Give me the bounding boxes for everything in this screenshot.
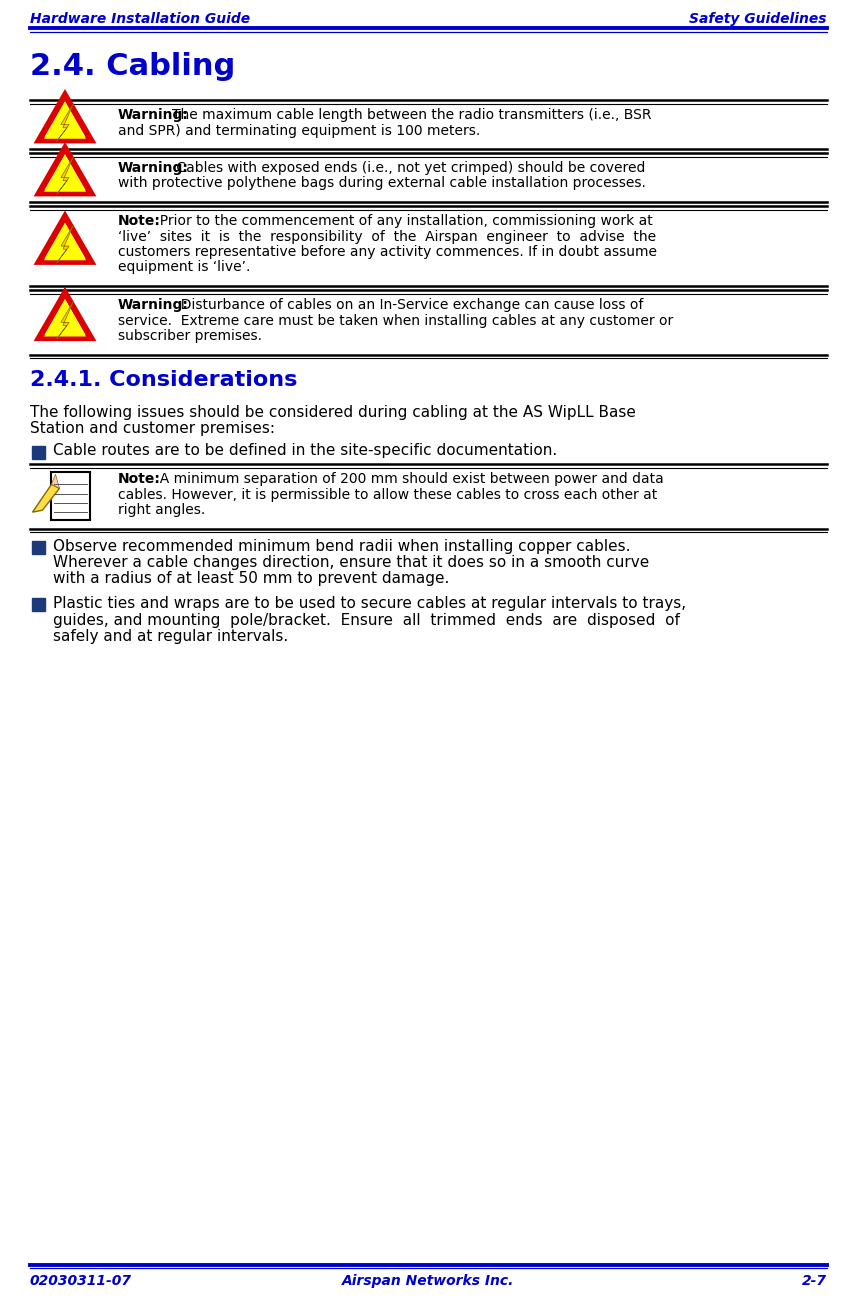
Polygon shape bbox=[57, 302, 74, 339]
Polygon shape bbox=[44, 101, 86, 139]
Bar bbox=[32, 541, 45, 554]
Polygon shape bbox=[39, 217, 91, 261]
Polygon shape bbox=[57, 104, 74, 142]
Text: cables. However, it is permissible to allow these cables to cross each other at: cables. However, it is permissible to al… bbox=[118, 488, 657, 502]
Text: Note:: Note: bbox=[118, 214, 161, 227]
Text: 02030311-07: 02030311-07 bbox=[30, 1274, 132, 1288]
Text: Prior to the commencement of any installation, commissioning work at: Prior to the commencement of any install… bbox=[151, 214, 653, 227]
Polygon shape bbox=[44, 299, 86, 337]
Text: right angles.: right angles. bbox=[118, 503, 205, 517]
Text: subscriber premises.: subscriber premises. bbox=[118, 329, 262, 343]
Text: A minimum separation of 200 mm should exist between power and data: A minimum separation of 200 mm should ex… bbox=[151, 472, 664, 486]
Polygon shape bbox=[39, 95, 91, 140]
Text: service.  Extreme care must be taken when installing cables at any customer or: service. Extreme care must be taken when… bbox=[118, 313, 674, 328]
Text: Note:: Note: bbox=[118, 472, 161, 486]
Text: Plastic ties and wraps are to be used to secure cables at regular intervals to t: Plastic ties and wraps are to be used to… bbox=[53, 595, 686, 611]
Text: with protective polythene bags during external cable installation processes.: with protective polythene bags during ex… bbox=[118, 177, 646, 191]
Text: Wherever a cable changes direction, ensure that it does so in a smooth curve: Wherever a cable changes direction, ensu… bbox=[53, 555, 650, 569]
Text: Hardware Installation Guide: Hardware Installation Guide bbox=[30, 12, 250, 26]
Polygon shape bbox=[39, 148, 91, 194]
Text: with a radius of at least 50 mm to prevent damage.: with a radius of at least 50 mm to preve… bbox=[53, 572, 449, 586]
Text: customers representative before any activity commences. If in doubt assume: customers representative before any acti… bbox=[118, 244, 657, 259]
Text: guides, and mounting  pole/bracket.  Ensure  all  trimmed  ends  are  disposed  : guides, and mounting pole/bracket. Ensur… bbox=[53, 612, 680, 628]
Polygon shape bbox=[33, 485, 59, 512]
Text: safely and at regular intervals.: safely and at regular intervals. bbox=[53, 629, 288, 644]
Text: 2.4.1. Considerations: 2.4.1. Considerations bbox=[30, 370, 297, 390]
Text: Safety Guidelines: Safety Guidelines bbox=[690, 12, 827, 26]
Polygon shape bbox=[51, 474, 59, 489]
Text: Airspan Networks Inc.: Airspan Networks Inc. bbox=[342, 1274, 514, 1288]
Text: ‘live’  sites  it  is  the  responsibility  of  the  Airspan  engineer  to  advi: ‘live’ sites it is the responsibility of… bbox=[118, 230, 656, 243]
Text: Cables with exposed ends (i.e., not yet crimped) should be covered: Cables with exposed ends (i.e., not yet … bbox=[171, 161, 645, 176]
Text: Warning:: Warning: bbox=[118, 298, 189, 312]
Text: Cable routes are to be defined in the site-specific documentation.: Cable routes are to be defined in the si… bbox=[53, 443, 557, 459]
Text: and SPR) and terminating equipment is 100 meters.: and SPR) and terminating equipment is 10… bbox=[118, 124, 480, 138]
Text: Warning:: Warning: bbox=[118, 161, 189, 176]
Bar bbox=[51, 472, 91, 520]
Polygon shape bbox=[44, 222, 86, 260]
Polygon shape bbox=[44, 155, 86, 192]
Text: Disturbance of cables on an In-Service exchange can cause loss of: Disturbance of cables on an In-Service e… bbox=[171, 298, 643, 312]
Bar bbox=[32, 446, 45, 459]
Text: Warning:: Warning: bbox=[118, 108, 189, 122]
Text: 2-7: 2-7 bbox=[802, 1274, 827, 1288]
Polygon shape bbox=[57, 157, 74, 194]
Text: Observe recommended minimum bend radii when installing copper cables.: Observe recommended minimum bend radii w… bbox=[53, 538, 631, 554]
Text: The maximum cable length between the radio transmitters (i.e., BSR: The maximum cable length between the rad… bbox=[171, 108, 651, 122]
Polygon shape bbox=[39, 292, 91, 338]
Bar bbox=[32, 598, 45, 611]
Text: 2.4. Cabling: 2.4. Cabling bbox=[30, 52, 236, 81]
Text: The following issues should be considered during cabling at the AS WipLL Base: The following issues should be considere… bbox=[30, 404, 636, 420]
Text: Station and customer premises:: Station and customer premises: bbox=[30, 421, 275, 436]
Polygon shape bbox=[57, 225, 74, 263]
Text: equipment is ‘live’.: equipment is ‘live’. bbox=[118, 260, 250, 274]
